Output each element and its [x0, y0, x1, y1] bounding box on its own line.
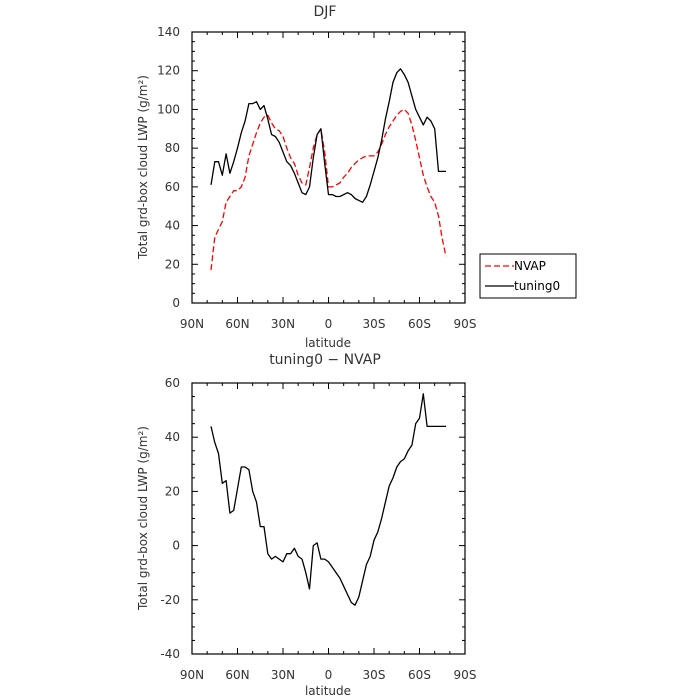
bottom-y-tick-labels: -40 -20 0 20 40 60 [160, 376, 180, 661]
top-series [210, 68, 447, 271]
top-y-tick-labels: 0 20 40 60 80 100 120 140 [157, 25, 180, 310]
top-y-tick-label: 60 [165, 180, 180, 194]
top-x-axis-label: latitude [305, 336, 351, 350]
bottom-series [210, 393, 446, 606]
top-chart-title: DJF [314, 4, 337, 20]
top-series-tuning0-line [210, 68, 446, 203]
top-x-tick-label: 30N [271, 317, 295, 331]
bottom-x-tick-label: 0 [325, 668, 333, 682]
top-x-tick-labels: 90N 60N 30N 0 30S 60S 90S [180, 317, 477, 331]
bottom-y-tick-label: 60 [165, 376, 180, 390]
bottom-y-tick-label: 40 [165, 430, 180, 444]
bottom-y-axis-label: Total grd-box cloud LWP (g/m²) [136, 426, 150, 611]
bottom-x-tick-label: 60S [408, 668, 431, 682]
top-x-tick-label: 90N [180, 317, 204, 331]
top-y-tick-label: 0 [172, 296, 180, 310]
bottom-y-tick-label: -20 [160, 593, 180, 607]
bottom-x-tick-labels: 90N 60N 30N 0 30S 60S 90S [180, 668, 477, 682]
bottom-plot-frame [191, 382, 466, 655]
legend-label-nvap: NVAP [514, 259, 546, 273]
bottom-y-tick-label: 20 [165, 484, 180, 498]
top-x-tick-label: 30S [363, 317, 386, 331]
top-x-tick-label: 0 [325, 317, 333, 331]
top-y-tick-label: 140 [157, 25, 180, 39]
top-y-tick-label: 40 [165, 219, 180, 233]
top-plot-frame [191, 31, 466, 304]
bottom-x-tick-label: 30N [271, 668, 295, 682]
bottom-ticks [191, 382, 466, 655]
legend: NVAP tuning0 [479, 253, 577, 299]
top-y-tick-label: 100 [157, 102, 180, 116]
bottom-x-tick-label: 30S [363, 668, 386, 682]
bottom-y-tick-label: 0 [172, 539, 180, 553]
top-y-tick-label: 80 [165, 141, 180, 155]
bottom-chart-title: tuning0 − NVAP [269, 352, 381, 368]
top-ticks [191, 31, 466, 304]
bottom-panel: tuning0 − NVAP 90N 60N 30N 0 30S 60S 90S -40 -2… [136, 352, 476, 698]
top-x-tick-label: 90S [454, 317, 477, 331]
bottom-x-tick-label: 60N [225, 668, 249, 682]
legend-label-tuning0: tuning0 [514, 279, 560, 293]
top-y-axis-label: Total grd-box cloud LWP (g/m²) [136, 75, 150, 260]
legend-box [479, 253, 577, 299]
top-y-tick-label: 20 [165, 257, 180, 271]
top-series-nvap-line [210, 108, 447, 271]
bottom-x-tick-label: 90S [454, 668, 477, 682]
bottom-series-difference-line [210, 393, 446, 606]
top-x-tick-label: 60S [408, 317, 431, 331]
bottom-x-tick-label: 90N [180, 668, 204, 682]
bottom-y-tick-label: -40 [160, 647, 180, 661]
top-y-tick-label: 120 [157, 64, 180, 78]
top-panel: DJF 90N 60N 30N 0 30S 60S 90S 0 20 40 60 80 100 120 1… [136, 4, 476, 350]
bottom-x-axis-label: latitude [305, 684, 351, 698]
top-x-tick-label: 60N [225, 317, 249, 331]
